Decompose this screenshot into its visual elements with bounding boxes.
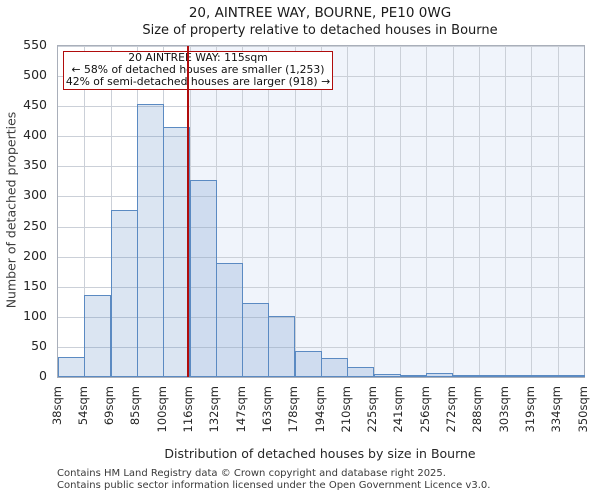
gridline-vertical [478, 46, 480, 377]
y-tick-label: 100 [23, 307, 47, 323]
x-tick-label: 350sqm [575, 386, 590, 433]
histogram-bar [347, 366, 375, 377]
x-tick-label: 116sqm [181, 386, 195, 433]
histogram-bar [215, 262, 243, 377]
histogram-bar [268, 315, 296, 377]
y-tick-label: 350 [23, 157, 47, 173]
x-tick-label: 163sqm [259, 386, 274, 433]
histogram-bar [58, 357, 86, 377]
annotation-smaller-stat: ← 58% of detached houses are smaller (1,… [71, 63, 325, 77]
chart-title: 20, AINTREE WAY, BOURNE, PE10 0WG [188, 5, 452, 21]
histogram-bar [531, 375, 559, 378]
histogram-bar [452, 375, 480, 378]
gridline-vertical [505, 46, 507, 377]
y-tick-label: 250 [23, 217, 47, 233]
x-tick-label: 132sqm [207, 386, 222, 433]
gridline-vertical [557, 46, 559, 377]
x-tick-label: 241sqm [391, 386, 406, 433]
histogram-bar [136, 103, 164, 377]
histogram-bar [84, 294, 112, 377]
histogram-bar [242, 302, 270, 377]
gridline-vertical [347, 46, 349, 377]
y-tick-label: 400 [23, 127, 47, 143]
x-tick-label: 194sqm [312, 386, 327, 433]
x-tick-label: 256sqm [417, 386, 432, 433]
gridline-vertical [84, 46, 86, 377]
x-tick-label: 303sqm [496, 386, 511, 433]
gridline-vertical [242, 46, 244, 377]
x-tick-label: 225sqm [365, 386, 380, 433]
gridline-vertical [426, 46, 428, 377]
y-tick-label: 150 [23, 277, 47, 293]
histogram-bar [557, 375, 585, 378]
y-tick-label: 0 [39, 368, 47, 383]
y-tick-label: 200 [23, 247, 47, 263]
x-tick-label: 54sqm [75, 386, 90, 426]
x-tick-label: 288sqm [470, 386, 485, 433]
x-tick-label: 38sqm [49, 386, 64, 426]
annotation-property-label: 20 AINTREE WAY: 115sqm [128, 51, 268, 64]
x-tick-label: 178sqm [286, 386, 301, 433]
larger-than-marker-region [187, 46, 584, 377]
x-tick-label: 85sqm [128, 386, 143, 426]
y-tick-label: 500 [23, 67, 47, 83]
histogram-bar [294, 350, 322, 377]
x-axis-title: Distribution of detached houses by size … [164, 446, 476, 461]
x-tick-label: 319sqm [522, 386, 537, 433]
plot-area: 20 AINTREE WAY: 115sqm ← 58% of detached… [57, 45, 585, 378]
histogram-bar [110, 209, 138, 377]
annotation-box: 20 AINTREE WAY: 115sqm ← 58% of detached… [63, 51, 333, 90]
histogram-bar [321, 357, 349, 377]
footer-line-2: Contains public sector information licen… [57, 479, 491, 491]
x-tick-label: 147sqm [233, 386, 248, 433]
y-tick-label: 300 [23, 187, 47, 203]
histogram-bar [505, 375, 533, 378]
gridline-vertical [294, 46, 296, 377]
property-size-marker-line [186, 46, 189, 377]
y-tick-label: 550 [23, 37, 47, 52]
annotation-larger-stat: 42% of semi-detached houses are larger (… [65, 75, 331, 89]
histogram-bar [399, 375, 427, 378]
gridline-vertical [531, 46, 533, 377]
y-tick-label: 450 [23, 97, 47, 113]
x-tick-label: 100sqm [154, 386, 169, 433]
gridline-vertical [321, 46, 322, 377]
footer-line-1: Contains HM Land Registry data © Crown c… [57, 468, 446, 479]
chart-subtitle: Size of property relative to detached ho… [142, 23, 498, 38]
histogram-bar [189, 180, 217, 377]
x-tick-label: 334sqm [549, 386, 564, 433]
gridline-vertical [268, 46, 270, 377]
x-tick-label: 69sqm [102, 386, 117, 426]
histogram-bar [373, 373, 401, 377]
attribution-footer: Contains HM Land Registry data © Crown c… [57, 468, 490, 491]
x-tick-label: 272sqm [444, 386, 458, 433]
gridline-vertical [452, 46, 454, 377]
histogram-bar [478, 375, 506, 378]
histogram-bar [426, 372, 454, 377]
gridline-vertical [399, 46, 401, 377]
x-tick-label: 210sqm [338, 386, 353, 433]
gridline-vertical [373, 46, 375, 377]
y-tick-label: 50 [31, 337, 47, 353]
